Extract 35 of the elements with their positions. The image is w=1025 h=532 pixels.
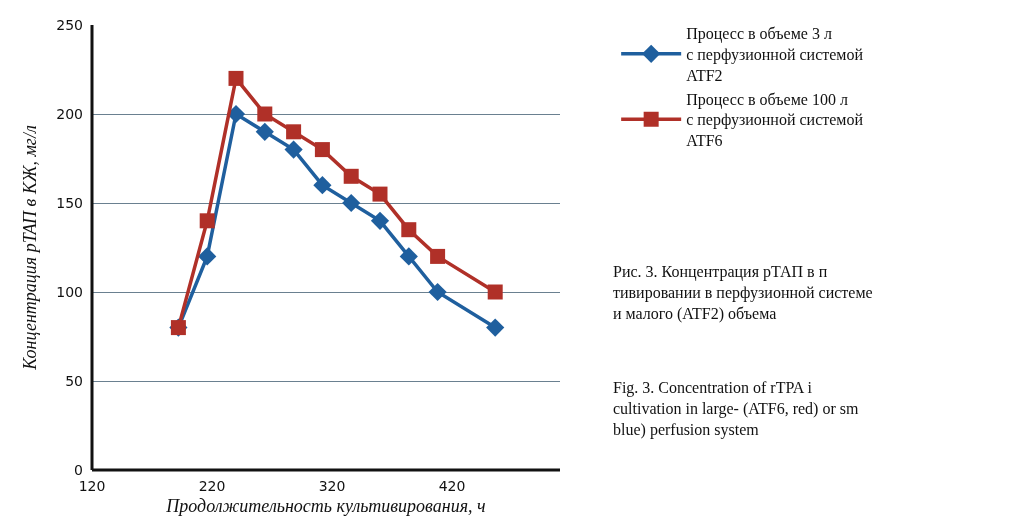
point — [255, 122, 274, 141]
y-tick-label: 50 — [65, 372, 83, 389]
x-tick-label: 120 — [78, 478, 106, 494]
point — [286, 124, 302, 140]
y-tick-label: 0 — [74, 461, 83, 478]
point — [372, 186, 388, 202]
point — [284, 140, 303, 159]
point — [342, 193, 361, 213]
y-tick-label: 150 — [56, 194, 83, 211]
point — [313, 176, 332, 195]
point — [198, 247, 217, 266]
point — [486, 318, 505, 337]
point — [199, 213, 215, 229]
y-tick-label: 250 — [56, 16, 83, 33]
point — [399, 247, 418, 266]
point — [428, 282, 447, 302]
point — [228, 70, 244, 86]
point — [487, 284, 503, 300]
point — [257, 106, 273, 122]
caption: Fig. 3. Concentration of rTPA i cultivation in large- (ATF6, red) or sm blue) perfusion system — [613, 379, 859, 439]
point — [370, 211, 390, 230]
legend-label: Процесс в объеме 3 л с перфузионной системой ATF2 — [686, 25, 864, 84]
point — [314, 142, 330, 158]
x-tick-label: 320 — [318, 478, 346, 494]
point — [343, 168, 359, 184]
x-tick-label: 220 — [198, 478, 226, 494]
legend-label: Процесс в объеме 100 л с перфузионной системой ATF6 — [686, 90, 864, 150]
point — [430, 248, 446, 264]
x-tick-label: 420 — [438, 478, 466, 494]
y-tick-label: 200 — [56, 105, 83, 122]
text: Рис. 3. Концентрация рТАП в п тивировании в перфузионной системе и малого (ATF2) объема — [613, 263, 873, 323]
x-axis-title: Продолжительность культивирования, ч — [165, 496, 486, 517]
y-axis-title: Концентрация рТАП в КЖ, мг/л — [20, 125, 41, 371]
point — [401, 222, 417, 238]
y-tick-label: 100 — [56, 283, 83, 300]
